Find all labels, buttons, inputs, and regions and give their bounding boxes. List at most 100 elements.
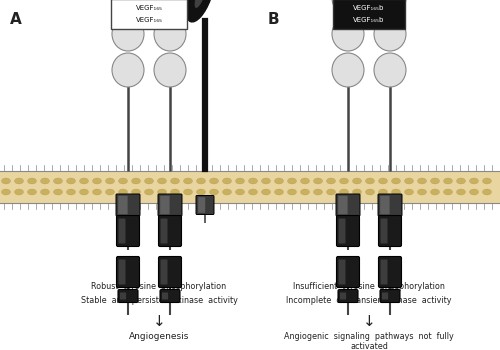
FancyBboxPatch shape [160,196,170,214]
Text: Insufficient  tyrosine  phosphorylation: Insufficient tyrosine phosphorylation [293,282,445,291]
FancyBboxPatch shape [338,196,347,214]
Ellipse shape [132,189,140,195]
Ellipse shape [222,189,232,195]
FancyBboxPatch shape [118,289,138,302]
FancyBboxPatch shape [340,293,346,300]
Text: Angiogenic  signaling  pathways  not  fully
activated: Angiogenic signaling pathways not fully … [284,332,454,350]
Ellipse shape [482,178,492,184]
Ellipse shape [248,189,258,195]
Ellipse shape [444,178,452,184]
Ellipse shape [184,189,192,195]
Ellipse shape [54,189,62,195]
Ellipse shape [112,17,144,51]
Ellipse shape [378,178,388,184]
Ellipse shape [54,178,62,184]
Ellipse shape [112,0,144,15]
Ellipse shape [288,178,296,184]
Bar [0,171,500,203]
Ellipse shape [314,178,322,184]
Ellipse shape [340,189,348,195]
Text: Robust  tyrosine  phosphorylation: Robust tyrosine phosphorylation [92,282,226,291]
Ellipse shape [262,178,270,184]
Ellipse shape [112,53,144,87]
Ellipse shape [326,178,336,184]
Ellipse shape [118,178,128,184]
FancyBboxPatch shape [338,289,358,302]
Ellipse shape [374,17,406,51]
Ellipse shape [186,0,214,22]
Ellipse shape [40,178,50,184]
Ellipse shape [28,178,36,184]
Ellipse shape [92,178,102,184]
Ellipse shape [196,178,205,184]
Ellipse shape [314,189,322,195]
FancyBboxPatch shape [336,257,359,287]
Ellipse shape [470,178,478,184]
FancyBboxPatch shape [378,216,402,246]
Text: A: A [10,12,22,27]
Ellipse shape [404,178,413,184]
Ellipse shape [106,189,114,195]
Text: VEGFR2: VEGFR2 [350,9,389,19]
Ellipse shape [444,189,452,195]
Text: VEGF₁₆₅: VEGF₁₆₅ [136,5,162,11]
Text: VEGF₁₆₅b: VEGF₁₆₅b [354,17,384,23]
Ellipse shape [210,178,218,184]
Ellipse shape [170,178,179,184]
Ellipse shape [288,189,296,195]
Ellipse shape [300,189,310,195]
Ellipse shape [106,178,114,184]
Ellipse shape [66,178,76,184]
Ellipse shape [262,189,270,195]
Ellipse shape [392,189,400,195]
Ellipse shape [132,178,140,184]
Ellipse shape [154,17,186,51]
Ellipse shape [418,178,426,184]
Ellipse shape [144,189,154,195]
FancyBboxPatch shape [380,196,390,214]
Ellipse shape [366,189,374,195]
Ellipse shape [332,53,364,87]
FancyBboxPatch shape [111,0,187,29]
Ellipse shape [274,189,283,195]
Ellipse shape [456,189,466,195]
Text: VEGF₁₆₅: VEGF₁₆₅ [136,17,162,23]
Ellipse shape [154,0,186,15]
Ellipse shape [196,189,205,195]
Ellipse shape [430,189,440,195]
FancyBboxPatch shape [338,218,345,244]
Ellipse shape [236,189,244,195]
Ellipse shape [14,189,24,195]
Ellipse shape [144,178,154,184]
FancyBboxPatch shape [336,216,359,246]
Ellipse shape [374,0,406,15]
FancyBboxPatch shape [336,194,360,216]
Text: ↓: ↓ [362,314,376,329]
Ellipse shape [366,178,374,184]
FancyBboxPatch shape [338,259,345,285]
Ellipse shape [418,189,426,195]
FancyBboxPatch shape [380,289,400,302]
Ellipse shape [352,178,362,184]
FancyBboxPatch shape [118,196,128,214]
Ellipse shape [158,189,166,195]
Text: Angiogenesis: Angiogenesis [129,332,189,341]
Ellipse shape [222,178,232,184]
FancyBboxPatch shape [118,218,126,244]
Text: ↓: ↓ [152,314,166,329]
Ellipse shape [118,189,128,195]
FancyBboxPatch shape [116,216,140,246]
Ellipse shape [14,178,24,184]
Ellipse shape [184,178,192,184]
FancyBboxPatch shape [162,293,168,300]
Ellipse shape [332,17,364,51]
Text: VEGF₁₆₅b: VEGF₁₆₅b [354,5,384,11]
Ellipse shape [482,189,492,195]
Ellipse shape [392,178,400,184]
Ellipse shape [352,189,362,195]
Ellipse shape [170,189,179,195]
Ellipse shape [340,178,348,184]
FancyBboxPatch shape [380,218,388,244]
Ellipse shape [274,178,283,184]
Ellipse shape [404,189,413,195]
